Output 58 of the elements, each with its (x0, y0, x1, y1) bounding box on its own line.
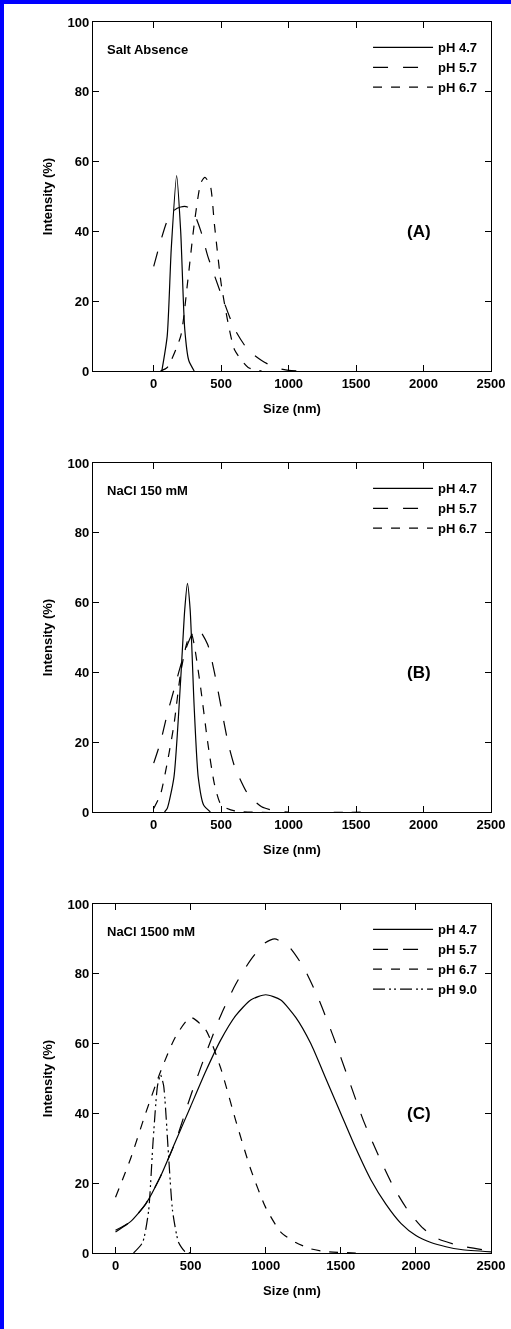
legend-label: pH 4.7 (438, 922, 478, 938)
x-tick-label: 500 (210, 816, 233, 832)
y-tick-label: 80 (74, 966, 90, 982)
x-axis-title: Size (nm) (263, 401, 321, 417)
y-tick-label: 60 (74, 1036, 90, 1052)
x-tick-label: 2500 (476, 1257, 506, 1273)
x-tick-label: 1500 (341, 816, 371, 832)
x-tick-label: 2000 (401, 1257, 431, 1273)
x-tick-label: 0 (150, 816, 158, 832)
x-tick-label: 500 (210, 375, 233, 391)
annotation: Salt Absence (107, 42, 189, 57)
legend-label: pH 4.7 (438, 481, 478, 497)
y-tick-label: 0 (81, 363, 90, 379)
y-tick-label: 0 (81, 804, 90, 820)
legend-label: pH 6.7 (438, 962, 478, 978)
y-tick-label: 40 (74, 223, 90, 239)
legend-label: pH 6.7 (438, 521, 478, 537)
y-tick-label: 40 (74, 664, 90, 680)
legend-label: pH 4.7 (438, 40, 478, 56)
annotation: (A) (407, 222, 431, 241)
x-tick-label: 2500 (476, 375, 506, 391)
x-tick-label: 0 (150, 375, 158, 391)
x-tick-label: 500 (179, 1257, 202, 1273)
x-tick-label: 1000 (251, 1257, 281, 1273)
y-tick-label: 100 (67, 455, 90, 471)
legend-label: pH 5.7 (438, 942, 478, 958)
x-tick-label: 1000 (274, 816, 304, 832)
x-tick-label: 2000 (409, 375, 438, 391)
y-tick-label: 100 (67, 14, 90, 30)
x-tick-label: 0 (111, 1257, 120, 1273)
x-axis-title: Size (nm) (263, 842, 321, 858)
y-tick-label: 0 (81, 1245, 90, 1261)
y-tick-label: 60 (74, 595, 90, 611)
y-tick-label: 60 (74, 154, 90, 170)
y-tick-label: 80 (74, 525, 90, 541)
y-tick-label: 20 (74, 293, 90, 309)
y-axis-title: Intensity (%) (39, 1039, 55, 1118)
legend-label: pH 9.0 (438, 982, 478, 998)
legend-label: pH 5.7 (438, 501, 478, 517)
x-axis-title: Size (nm) (263, 1283, 321, 1299)
annotation: NaCl 150 mM (107, 483, 188, 498)
x-tick-label: 2500 (476, 816, 506, 832)
y-axis-title: Intensity (%) (39, 598, 55, 677)
annotation: (C) (407, 1104, 431, 1123)
x-tick-label: 1500 (341, 375, 371, 391)
y-tick-label: 40 (74, 1105, 90, 1121)
annotation: (B) (407, 663, 431, 682)
y-axis-title: Intensity (%) (39, 157, 55, 236)
y-tick-label: 20 (74, 1175, 90, 1191)
annotation: NaCl 1500 mM (107, 924, 196, 939)
x-tick-label: 1500 (326, 1257, 356, 1273)
x-tick-label: 1000 (274, 375, 304, 391)
y-tick-label: 100 (67, 896, 90, 912)
legend-label: pH 6.7 (438, 80, 478, 96)
y-tick-label: 80 (74, 84, 90, 100)
x-tick-label: 2000 (409, 816, 438, 832)
legend-label: pH 5.7 (438, 60, 478, 76)
y-tick-label: 20 (74, 734, 90, 750)
